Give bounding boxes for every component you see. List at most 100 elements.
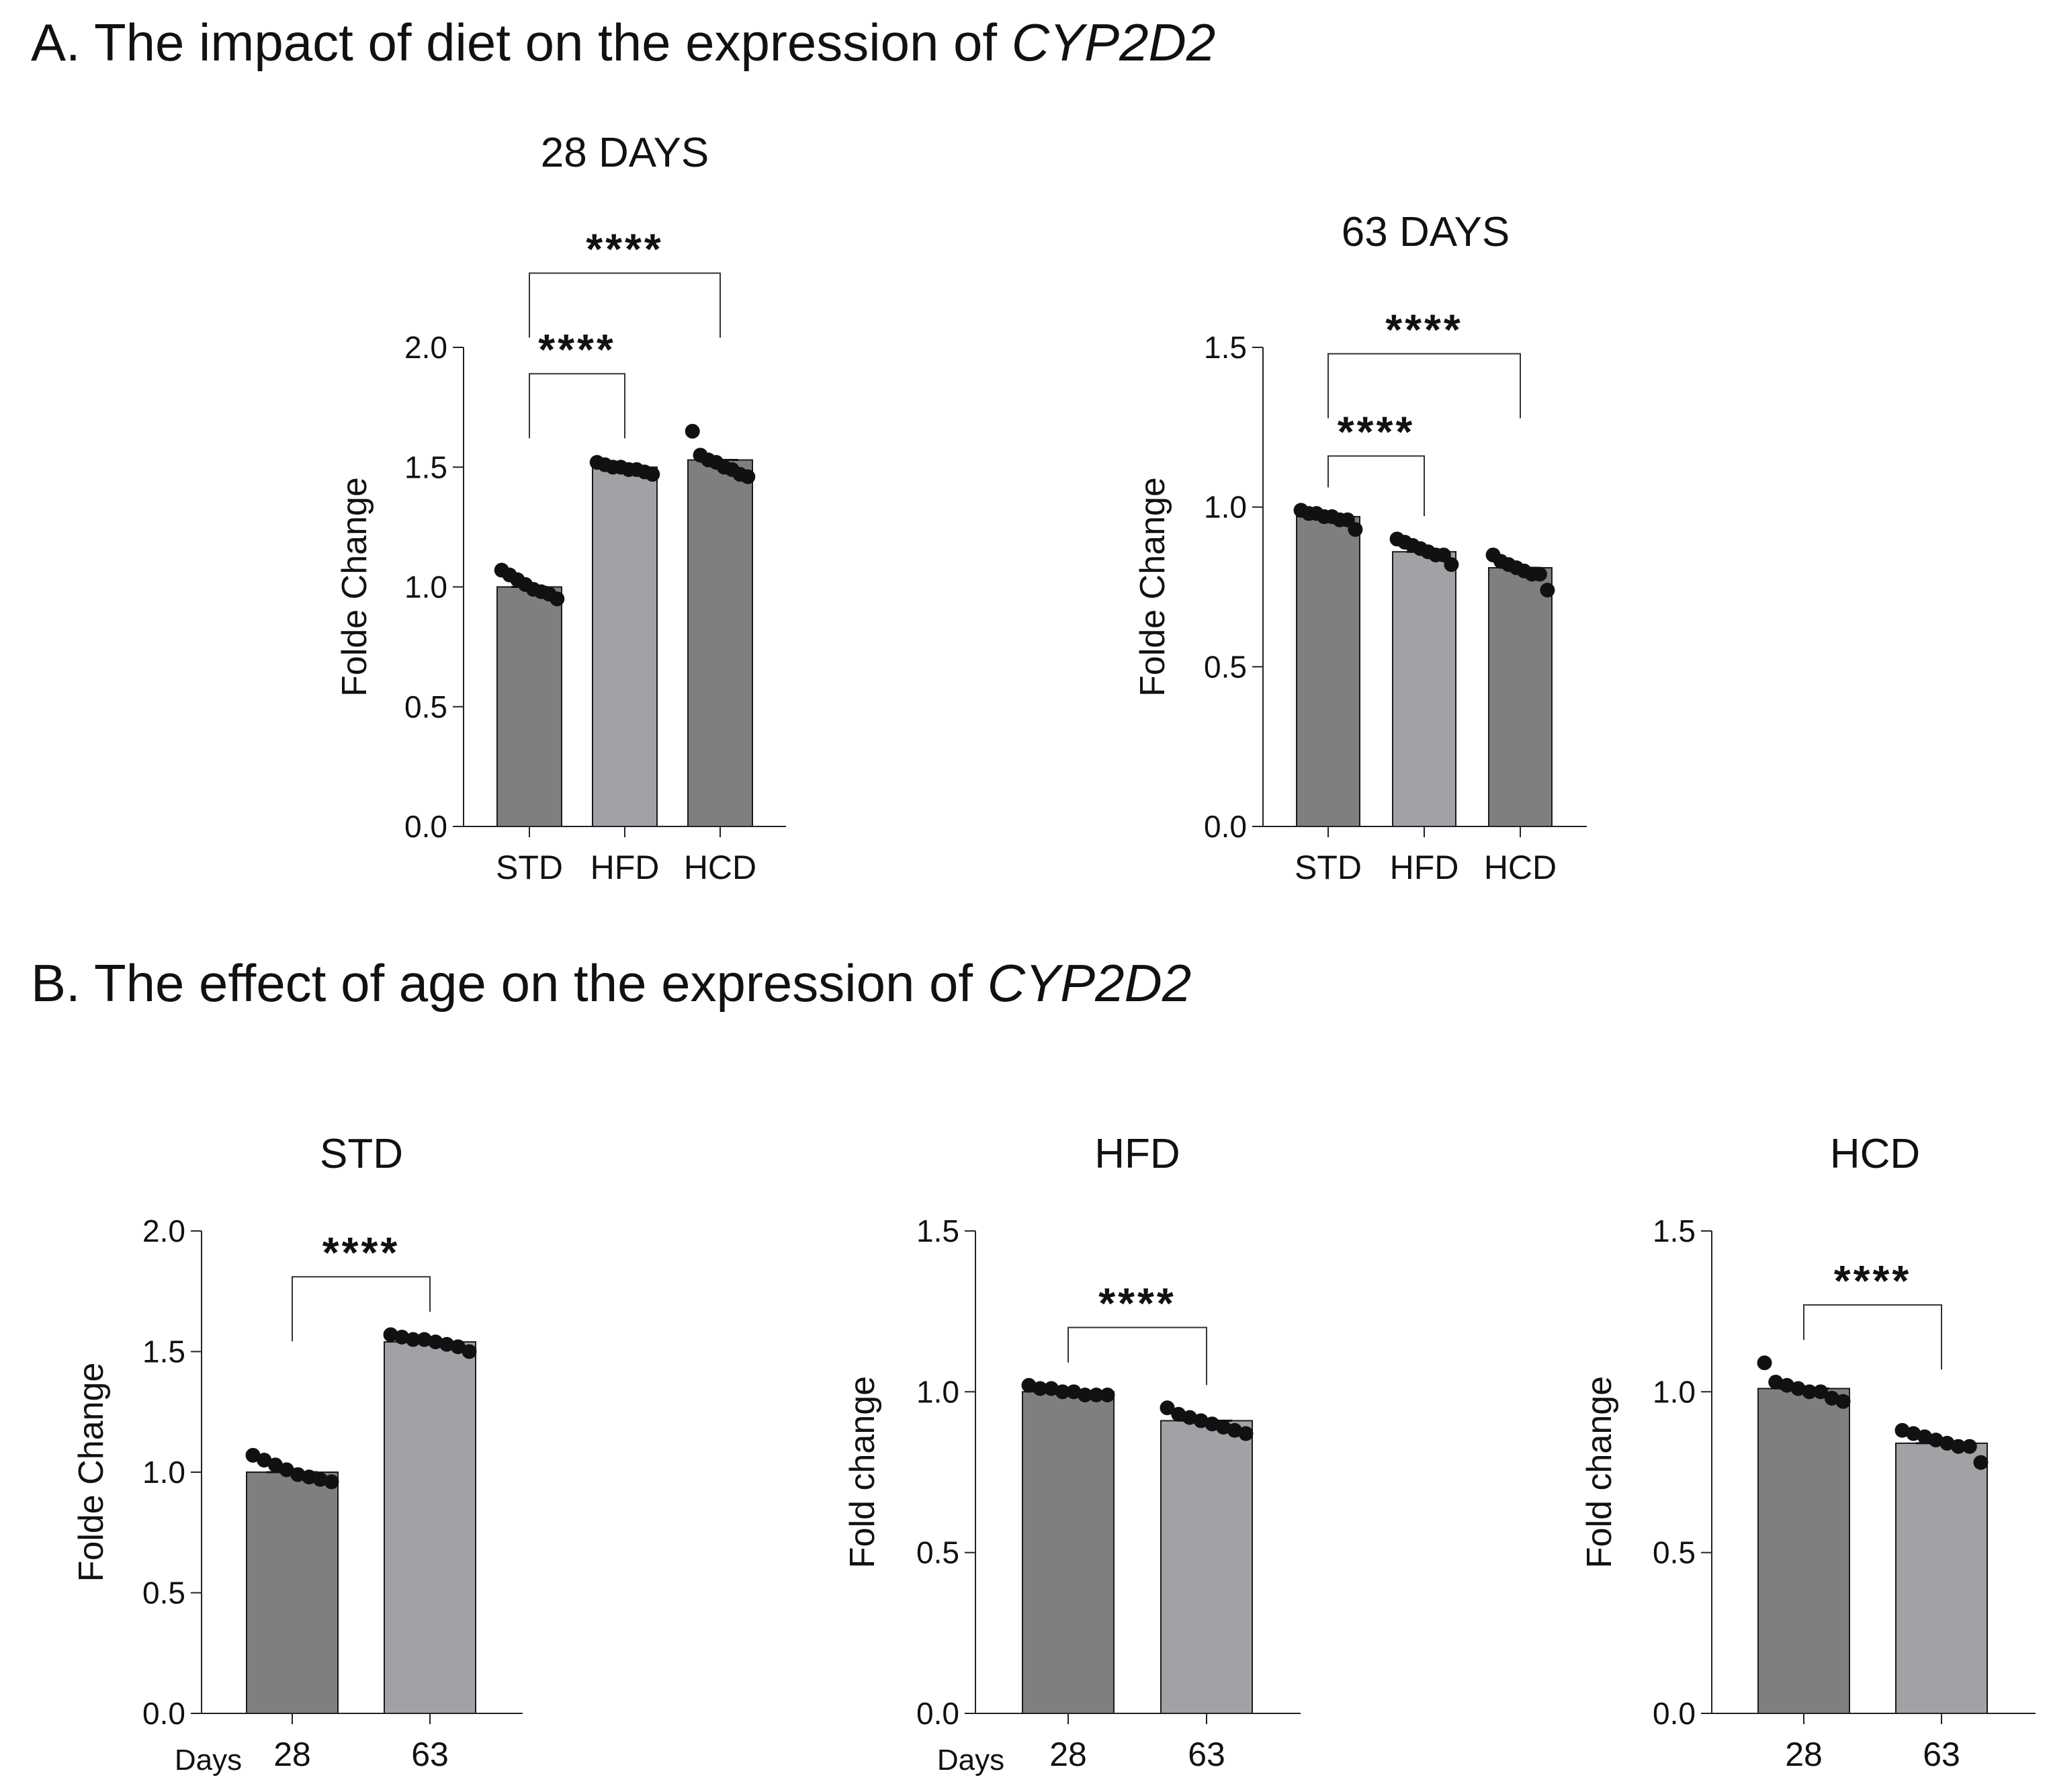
b2-point-63-5	[1216, 1419, 1231, 1435]
a2-xtick-label-HCD: HCD	[1484, 849, 1557, 886]
b1-ytick-label-0.0: 0.0	[142, 1696, 185, 1731]
a2-xtick-label-HFD: HFD	[1390, 849, 1459, 886]
a2-ytick-label-1.5: 1.5	[1204, 330, 1247, 365]
a2-point-HFD-7	[1444, 557, 1459, 572]
b1-point-28-3	[279, 1462, 294, 1478]
a1-point-STD-7	[550, 591, 565, 607]
b2-point-63-3	[1193, 1413, 1209, 1428]
a1-chart-title: 28 DAYS	[541, 130, 709, 176]
b3-ytick-label-0.5: 0.5	[1653, 1535, 1696, 1570]
section-a-gene-name: CYP2D2	[1011, 13, 1216, 72]
a2-ytick-label-1.0: 1.0	[1204, 490, 1247, 525]
b1-point-28-7	[324, 1474, 339, 1490]
b1-ytick-label-0.5: 0.5	[142, 1576, 185, 1611]
a2-bar-HFD	[1392, 551, 1456, 827]
b1-point-28-4	[290, 1467, 306, 1482]
a1-bracket-0	[529, 373, 625, 439]
b1-ytick-label-2.0: 2.0	[142, 1213, 185, 1248]
b1-significance-label-0: ****	[322, 1228, 400, 1277]
b1-point-28-1	[257, 1453, 272, 1468]
b2-ytick-label-1.5: 1.5	[916, 1213, 959, 1248]
b1-y-axis-label: Folde Change	[72, 1363, 111, 1582]
a2-xtick-label-STD: STD	[1295, 849, 1362, 886]
section-b-title: B. The effect of age on the expression o…	[31, 953, 1191, 1014]
b3-bracket-0	[1803, 1304, 1942, 1370]
b3-point-28-5	[1813, 1384, 1829, 1400]
a1-ytick-label-0.5: 0.5	[404, 689, 447, 724]
b1-x-axis-prefix: Days	[175, 1744, 242, 1777]
b1-point-63-7	[462, 1344, 477, 1359]
a1-xtick-label-HFD: HFD	[591, 849, 660, 886]
a1-significance-label-0: ****	[538, 325, 616, 374]
b3-point-63-1	[1906, 1426, 1921, 1441]
b3-point-28-3	[1790, 1381, 1806, 1396]
a2-chart-title: 63 DAYS	[1342, 209, 1510, 255]
section-a-title-prefix: A. The impact of diet on the expression …	[31, 13, 1012, 72]
b3-significance-label-0: ****	[1834, 1256, 1912, 1305]
b3-point-63-5	[1951, 1439, 1966, 1454]
a1-ytick-label-2.0: 2.0	[404, 330, 447, 365]
b1-point-63-6	[450, 1339, 466, 1355]
b2-bracket-0	[1067, 1326, 1207, 1385]
b3-point-63-4	[1939, 1435, 1955, 1451]
a2-significance-label-1: ****	[1385, 306, 1463, 354]
b2-point-28-5	[1078, 1388, 1093, 1403]
b1-point-63-3	[417, 1332, 432, 1347]
b3-point-28-6	[1824, 1390, 1839, 1406]
b3-bar-63	[1895, 1442, 1988, 1714]
b1-point-28-2	[267, 1457, 283, 1473]
section-b-gene-name: CYP2D2	[987, 953, 1192, 1013]
section-b-title-prefix: B. The effect of age on the expression o…	[31, 953, 988, 1013]
b1-point-63-2	[405, 1332, 421, 1347]
a2-ytick-label-0.0: 0.0	[1204, 809, 1247, 844]
b1-bar-63	[384, 1341, 476, 1714]
b2-ytick-label-0.0: 0.0	[916, 1696, 959, 1731]
b3-xtick-label-63: 63	[1923, 1736, 1960, 1773]
b2-point-28-2	[1043, 1381, 1059, 1396]
b2-point-63-7	[1238, 1426, 1254, 1441]
b3-ytick-label-1.5: 1.5	[1653, 1213, 1696, 1248]
a1-bar-STD	[496, 586, 562, 827]
b3-point-28-7	[1835, 1394, 1851, 1409]
b3-point-28-1	[1768, 1374, 1784, 1390]
a2-significance-label-0: ****	[1338, 408, 1415, 456]
a2-point-HCD-7	[1540, 583, 1555, 598]
b1-point-63-0	[383, 1327, 398, 1342]
section-a-title: A. The impact of diet on the expression …	[31, 12, 1215, 73]
a1-bracket-1	[529, 272, 721, 338]
b2-bar-28	[1022, 1391, 1115, 1714]
a1-point-HFD-7	[645, 466, 660, 482]
b1-bar-28	[246, 1471, 339, 1714]
a1-point-HCD-0	[685, 423, 700, 439]
b2-bar-63	[1160, 1420, 1253, 1714]
a1-xtick-label-HCD: HCD	[684, 849, 756, 886]
b2-point-28-7	[1100, 1388, 1115, 1403]
b3-point-63-3	[1928, 1433, 1944, 1448]
b1-point-63-5	[439, 1336, 455, 1352]
b1-chart-title: STD	[320, 1131, 403, 1177]
a1-xtick-label-STD: STD	[496, 849, 563, 886]
b2-xtick-label-63: 63	[1188, 1736, 1225, 1773]
b2-y-axis-label: Fold change	[843, 1376, 882, 1568]
b2-point-28-0	[1021, 1377, 1037, 1393]
a2-point-STD-7	[1348, 521, 1363, 537]
b3-ytick-label-1.0: 1.0	[1653, 1374, 1696, 1409]
b2-significance-label-0: ****	[1098, 1279, 1176, 1328]
b3-point-63-2	[1917, 1429, 1932, 1445]
b2-xtick-label-28: 28	[1049, 1736, 1087, 1773]
b1-bracket-0	[292, 1276, 431, 1342]
a1-ytick-label-1.5: 1.5	[404, 450, 447, 484]
b2-chart-title: HFD	[1094, 1131, 1180, 1177]
b2-point-63-2	[1182, 1410, 1197, 1425]
a2-bar-STD	[1296, 515, 1360, 828]
a2-bar-HCD	[1488, 566, 1553, 827]
b3-y-axis-label: Fold change	[1580, 1376, 1619, 1568]
b3-xtick-label-28: 28	[1785, 1736, 1823, 1773]
b2-ytick-label-0.5: 0.5	[916, 1535, 959, 1570]
a1-ytick-label-0.0: 0.0	[404, 809, 447, 844]
a2-bracket-1	[1327, 353, 1521, 419]
b2-point-28-6	[1088, 1388, 1104, 1403]
a2-ytick-label-0.5: 0.5	[1204, 649, 1247, 684]
